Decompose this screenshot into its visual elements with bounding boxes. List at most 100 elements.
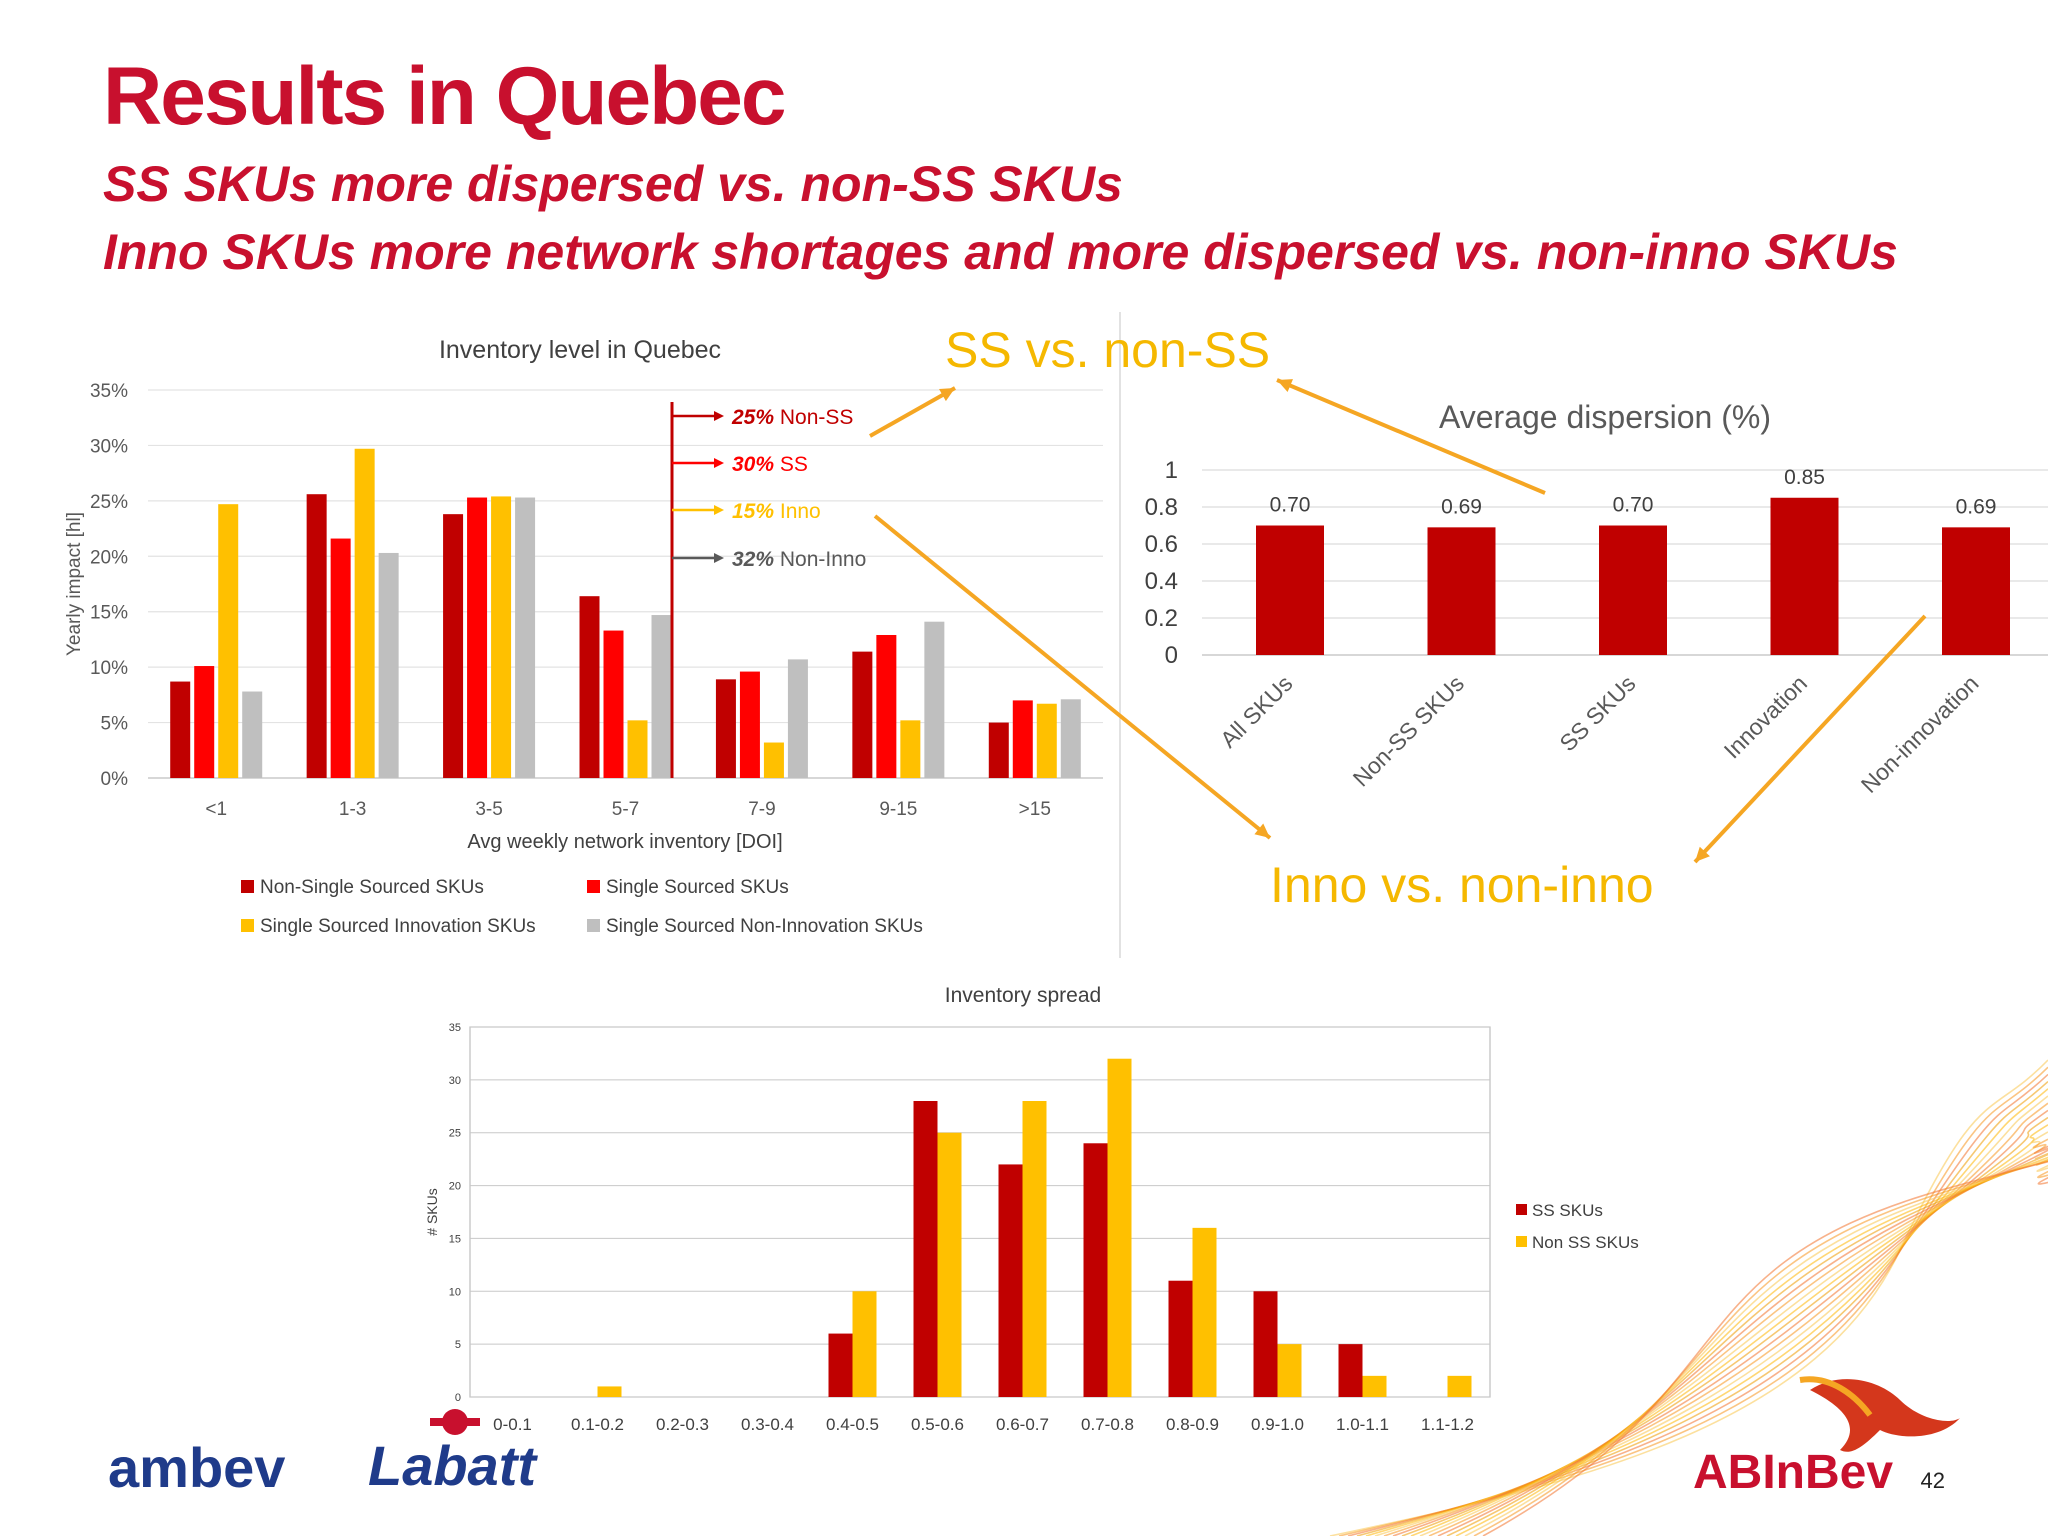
chart2-x-tick: Non-innovation xyxy=(1856,670,1984,798)
chart1-x-tick: 3-5 xyxy=(475,799,502,820)
chart1-bar xyxy=(1060,699,1081,778)
chart3-x-tick: 0.1-0.2 xyxy=(571,1415,624,1434)
chart1-bar xyxy=(491,496,512,778)
chart1-bar xyxy=(603,630,624,778)
chart1-x-tick: 9-15 xyxy=(879,799,917,820)
chart1-x-tick: 5-7 xyxy=(612,799,639,820)
chart1-legend-swatch xyxy=(241,880,254,893)
callout-arrows xyxy=(869,378,1927,864)
callout-arrowhead xyxy=(939,388,955,402)
callout-arrowhead xyxy=(1277,379,1293,393)
chart3-plot-frame xyxy=(469,1026,1491,1398)
chart1-bar xyxy=(627,720,648,778)
chart3-y-tick: 25 xyxy=(449,1128,461,1140)
chart2-bar xyxy=(1256,525,1324,655)
chart3-y-tick: 5 xyxy=(455,1339,461,1351)
labatt-logo-text: Labatt xyxy=(368,1434,538,1497)
chart1-y-tick: 20% xyxy=(90,547,128,568)
chart2-y-tick: 0.6 xyxy=(1145,531,1178,558)
chart1-y-tick: 0% xyxy=(101,769,129,790)
chart1-annotation-arrowhead xyxy=(714,553,724,563)
chart2-bar xyxy=(1427,527,1496,655)
chart2-data-label: 0.69 xyxy=(1956,495,1997,518)
chart1-annotation-pct: 15% xyxy=(732,500,774,523)
chart3-bar xyxy=(1447,1375,1472,1397)
chart3-bar xyxy=(1192,1227,1217,1397)
chart2-y-tick: 0.4 xyxy=(1145,568,1178,595)
callout-arrow-line xyxy=(1693,614,1927,864)
decorative-wave-line xyxy=(1464,1158,2048,1536)
chart1-bar xyxy=(715,679,736,778)
callout-ss-vs-non-ss: SS vs. non-SS xyxy=(945,322,1270,378)
chart1-bar xyxy=(306,494,327,778)
chart1-bar xyxy=(170,681,191,778)
chart2-data-label: 0.69 xyxy=(1441,495,1482,518)
chart1-bar xyxy=(924,621,945,778)
page-number: 42 xyxy=(1920,1468,1945,1493)
chart1-annotation-label: 30% SS xyxy=(732,453,808,476)
chart3-y-tick: 0 xyxy=(455,1392,461,1404)
chart3-bar xyxy=(1107,1058,1132,1397)
chart3-y-tick: 35 xyxy=(449,1022,461,1034)
callout-arrowhead xyxy=(1254,823,1270,838)
chart3-y-label: # SKUs xyxy=(424,1188,440,1235)
chart1-annotation-label: 15% Inno xyxy=(732,500,821,523)
abinbev-logo: ABInBev xyxy=(1693,1376,1960,1499)
chart1-y-tick: 10% xyxy=(90,658,128,679)
chart2-x-tick: SS SKUs xyxy=(1554,670,1640,756)
chart2-y-tick: 1 xyxy=(1165,457,1178,484)
chart1-bar xyxy=(739,671,760,778)
chart1-annotation-pct: 30% xyxy=(732,453,774,476)
chart1-bar xyxy=(787,659,808,778)
chart3-y-tick: 30 xyxy=(449,1075,461,1087)
chart3-legend-label: SS SKUs xyxy=(1532,1201,1603,1220)
chart1-bar xyxy=(988,722,1009,778)
chart1-bar xyxy=(378,552,399,778)
chart1-bar xyxy=(443,514,464,778)
chart3-x-tick: 1.1-1.2 xyxy=(1421,1415,1474,1434)
inventory-level-chart: Inventory level in Quebec 0% 5% 10% 15% 20% 25… xyxy=(64,336,1103,937)
chart2-data-label: 0.70 xyxy=(1270,494,1311,517)
chart1-bar xyxy=(194,666,215,778)
chart1-bar xyxy=(242,691,263,778)
chart3-bar xyxy=(1338,1344,1363,1397)
chart1-legend-swatch xyxy=(587,919,600,932)
chart3-title: Inventory spread xyxy=(945,984,1101,1007)
chart2-y-tick: 0.8 xyxy=(1145,494,1178,521)
slide-title: Results in Quebec xyxy=(103,51,786,142)
chart3-bar xyxy=(913,1101,938,1397)
chart1-bar xyxy=(330,538,351,778)
chart1-x-tick: 1-3 xyxy=(339,799,366,820)
chart3-bar xyxy=(1277,1344,1302,1397)
chart2-x-tick: Non-SS SKUs xyxy=(1348,670,1469,791)
callout-arrow-line xyxy=(873,514,1272,840)
chart1-bar xyxy=(651,615,672,778)
chart2-bar xyxy=(1599,525,1667,655)
chart1-annotation-text: Non-Inno xyxy=(774,548,866,571)
chart1-annotation-label: 32% Non-Inno xyxy=(732,548,866,571)
chart3-bar xyxy=(1022,1101,1047,1397)
chart3-legend-swatch xyxy=(1516,1204,1527,1215)
chart1-bar xyxy=(1012,700,1033,778)
chart3-legend-label: Non SS SKUs xyxy=(1532,1233,1639,1252)
callout-arrowhead xyxy=(1695,846,1710,862)
chart1-bar xyxy=(852,651,873,778)
chart2-x-tick: All SKUs xyxy=(1215,670,1298,753)
chart1-bar xyxy=(515,497,536,778)
chart3-bar xyxy=(852,1291,877,1397)
chart3-legend-swatch xyxy=(1516,1236,1527,1247)
chart2-bar xyxy=(1942,527,2010,655)
chart2-y-tick: 0 xyxy=(1165,642,1178,669)
chart1-y-label: Yearly impact [hl] xyxy=(64,512,85,656)
chart2-y-tick: 0.2 xyxy=(1145,605,1178,632)
ambev-logo: ambev xyxy=(108,1436,285,1499)
chart3-bar xyxy=(1083,1143,1108,1397)
chart2-data-label: 0.70 xyxy=(1613,494,1654,517)
chart1-y-tick: 15% xyxy=(90,603,128,624)
chart2-title: Average dispersion (%) xyxy=(1439,399,1771,435)
chart1-y-tick: 25% xyxy=(90,492,128,513)
chart3-bar xyxy=(828,1333,853,1397)
chart1-bar xyxy=(1036,703,1057,778)
chart3-x-tick: 0.9-1.0 xyxy=(1251,1415,1304,1434)
